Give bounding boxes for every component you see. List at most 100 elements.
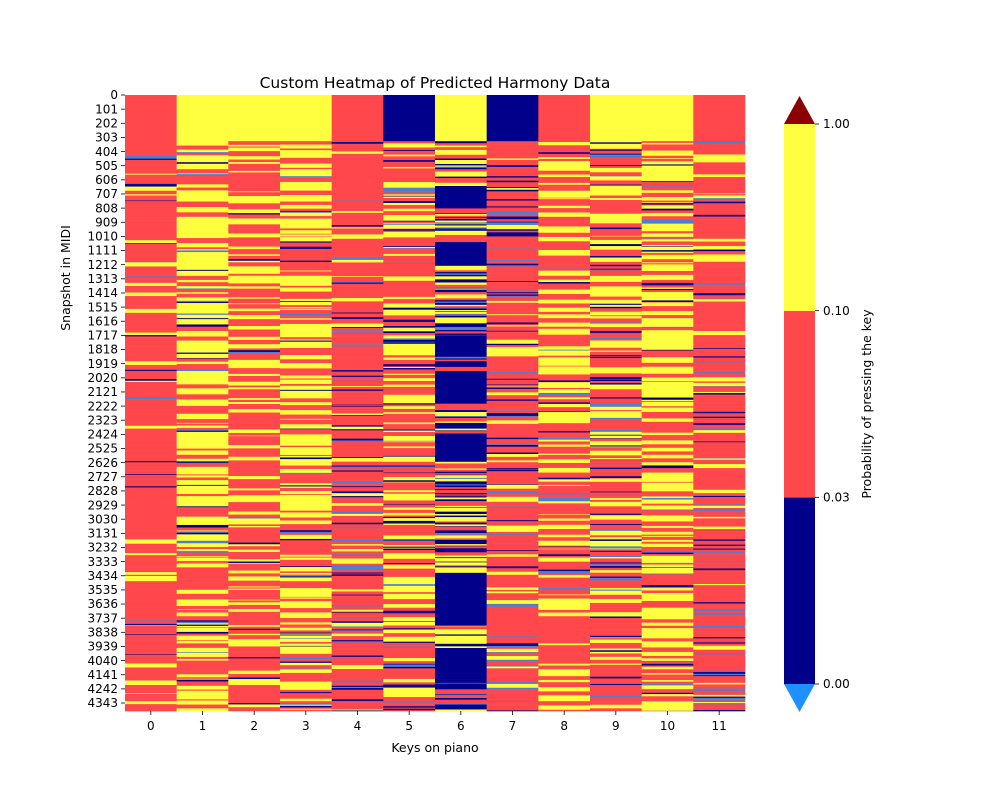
heatmap-cell [125, 317, 177, 319]
heatmap-cell [642, 483, 694, 486]
heatmap-cell [693, 514, 745, 517]
heatmap-cell [590, 502, 642, 504]
heatmap-cell [177, 190, 229, 193]
heatmap-cell [435, 555, 487, 557]
heatmap-cell [487, 447, 539, 449]
heatmap-cell [435, 211, 487, 213]
heatmap-cell [538, 447, 590, 449]
heatmap-cell [693, 541, 745, 545]
heatmap-cell [693, 536, 745, 540]
heatmap-cell [487, 508, 539, 512]
heatmap-cell [693, 235, 745, 239]
heatmap-cell [590, 414, 642, 419]
heatmap-cell [590, 484, 642, 487]
heatmap-cell [332, 585, 384, 589]
heatmap-cell [332, 520, 384, 523]
heatmap-cell [693, 377, 745, 382]
heatmap-cell [383, 677, 435, 680]
heatmap-cell [332, 364, 384, 369]
heatmap-cell [693, 329, 745, 332]
heatmap-cell [642, 571, 694, 574]
heatmap-cell [332, 269, 384, 272]
heatmap-cell [590, 581, 642, 585]
heatmap-cell [280, 479, 332, 483]
heatmap-cell [125, 572, 177, 575]
heatmap-cell [383, 360, 435, 365]
heatmap-cell [538, 701, 590, 706]
heatmap-cell [383, 276, 435, 281]
y-tick-label: 707 [95, 187, 118, 201]
heatmap-cell [383, 410, 435, 413]
heatmap-cell [280, 394, 332, 399]
heatmap-cell [538, 362, 590, 367]
heatmap-cell [177, 406, 229, 411]
heatmap-cell [487, 283, 539, 287]
heatmap-cell [590, 426, 642, 430]
heatmap-cell [642, 156, 694, 159]
heatmap-cell [228, 332, 280, 336]
heatmap-cell [280, 524, 332, 528]
heatmap-cell [435, 317, 487, 319]
heatmap-cell [383, 198, 435, 200]
heatmap-cell [642, 658, 694, 661]
heatmap-cell [177, 513, 229, 515]
heatmap-cell [177, 164, 229, 166]
heatmap-cell [332, 157, 384, 160]
heatmap-cell [228, 330, 280, 333]
y-tick-label: 3535 [87, 583, 118, 597]
heatmap-cell [125, 547, 177, 550]
heatmap-cell [693, 331, 745, 335]
heatmap-cell [590, 147, 642, 150]
heatmap-cell [693, 395, 745, 399]
heatmap-cell [177, 693, 229, 696]
heatmap-cell [228, 183, 280, 187]
heatmap-cell [177, 234, 229, 237]
heatmap-cell [590, 324, 642, 328]
heatmap-cell [590, 229, 642, 233]
heatmap-cell [487, 691, 539, 695]
heatmap-cell [383, 385, 435, 388]
heatmap-cell [125, 534, 177, 536]
heatmap-cell [642, 302, 694, 306]
heatmap-cell [642, 386, 694, 390]
heatmap-cell [487, 653, 539, 656]
heatmap-cell [590, 285, 642, 287]
heatmap-cell [228, 689, 280, 693]
heatmap-cell [383, 351, 435, 355]
heatmap-cell [642, 324, 694, 327]
heatmap-cell [280, 398, 332, 402]
heatmap-cell [125, 614, 177, 617]
heatmap-cell [280, 228, 332, 230]
heatmap-cell [642, 462, 694, 466]
heatmap-cell [228, 538, 280, 541]
heatmap-cell [642, 473, 694, 477]
heatmap-cell [228, 646, 280, 650]
heatmap-cell [280, 567, 332, 572]
heatmap-cell [590, 605, 642, 608]
heatmap-cell [590, 520, 642, 525]
heatmap-cell [125, 415, 177, 417]
heatmap-cell [693, 586, 745, 589]
heatmap-cell [125, 224, 177, 228]
heatmap-cell [125, 478, 177, 481]
heatmap-cell [125, 217, 177, 221]
heatmap-cell [177, 277, 229, 280]
heatmap-cell [280, 177, 332, 181]
heatmap-cell [693, 607, 745, 609]
heatmap-cell [538, 599, 590, 603]
heatmap-cell [383, 183, 435, 188]
heatmap-cell [642, 626, 694, 629]
heatmap-cell [332, 211, 384, 213]
heatmap-cell [642, 455, 694, 459]
heatmap-cell [125, 688, 177, 690]
heatmap-cell [693, 227, 745, 231]
heatmap-cell [383, 513, 435, 516]
heatmap-cell [383, 244, 435, 247]
heatmap-cell [177, 668, 229, 671]
heatmap-cell [177, 565, 229, 568]
heatmap-cell [332, 169, 384, 171]
heatmap-cell [487, 207, 539, 212]
heatmap-cell [538, 676, 590, 680]
heatmap-cell [487, 301, 539, 303]
y-tick-label: 1010 [87, 230, 118, 244]
